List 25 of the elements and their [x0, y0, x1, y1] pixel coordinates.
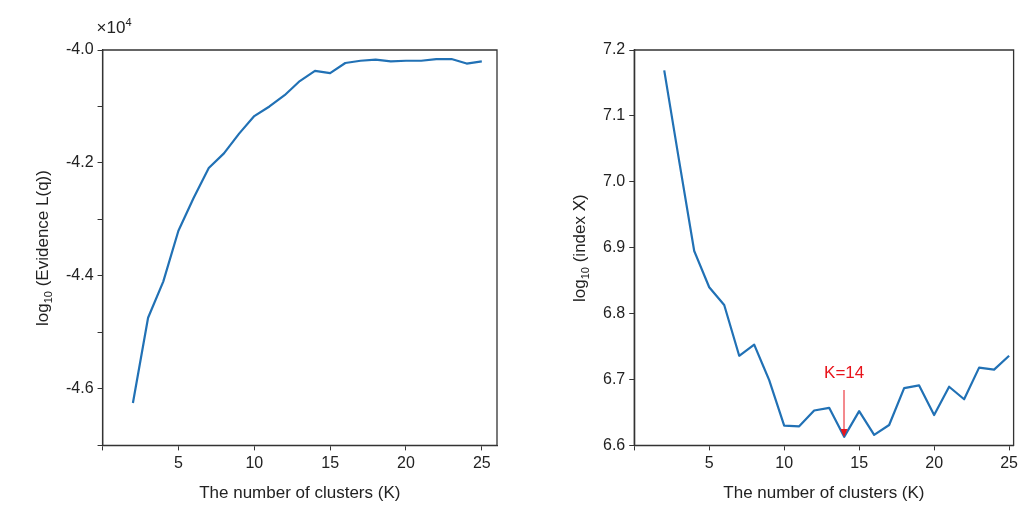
annotation: K=14	[824, 363, 865, 383]
x-axis-title: The number of clusters (K)	[723, 483, 925, 503]
x-tick-label: 15	[321, 454, 340, 472]
y-tick-label: 7.2	[602, 40, 626, 58]
y-tick-label: -4.2	[65, 153, 94, 171]
y-tick-label: 6.6	[602, 435, 626, 453]
y-tick-label: -4.6	[65, 379, 94, 397]
x-tick-label: 20	[397, 454, 415, 472]
x-tick-label: 25	[472, 454, 491, 472]
x-tick-label: 20	[925, 454, 944, 472]
x-tick-label: 10	[245, 454, 264, 472]
y-tick-label: 6.7	[602, 369, 626, 387]
y-tick-label: 6.8	[602, 304, 626, 322]
x-axis-title: The number of clusters (K)	[199, 483, 401, 503]
text: ×10$^{4}$	[96, 16, 132, 38]
y-tick-label: 6.9	[602, 238, 626, 256]
x-tick-label: 15	[850, 454, 869, 472]
y-tick-label: 7.0	[602, 172, 626, 190]
x-tick-label: 25	[1000, 454, 1019, 472]
x-tick-label: 10	[775, 454, 794, 472]
y-tick-label: -4.4	[65, 266, 94, 284]
x-tick-label: 5	[173, 454, 183, 472]
y-tick-label: -4.0	[65, 40, 94, 58]
x-tick-label: 5	[704, 454, 714, 472]
y-tick-label: 7.1	[602, 106, 626, 124]
